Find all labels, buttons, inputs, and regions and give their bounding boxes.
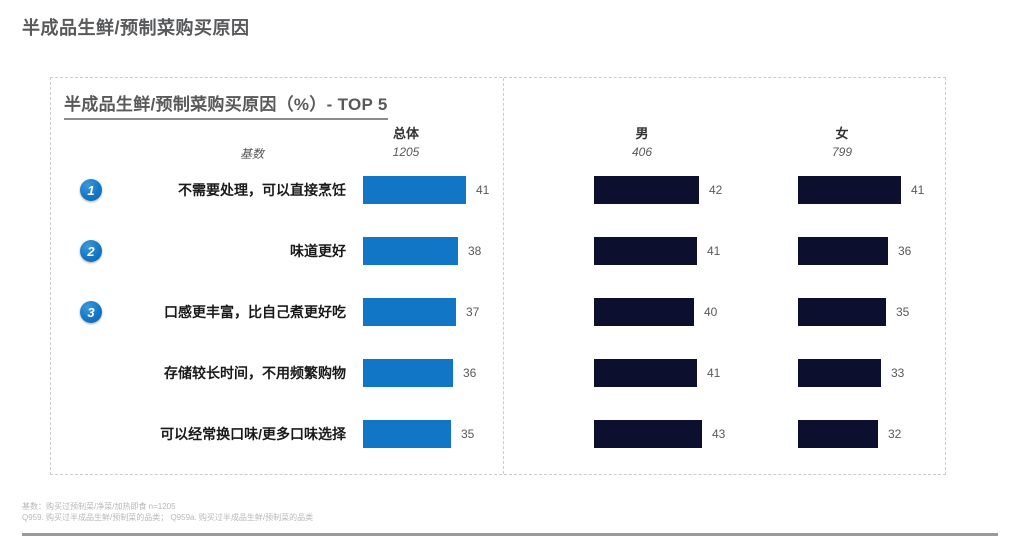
- bar-cell-male: 40: [594, 298, 717, 326]
- footnote: 基数：购买过预制菜/净菜/加热即食 n=1205 Q959. 购买过半成品生鲜/…: [22, 502, 313, 523]
- total-bar: [363, 420, 451, 448]
- bar-cell-male: 41: [594, 359, 720, 387]
- base-male: 406: [631, 145, 653, 159]
- table-row: 可以经常换口味/更多口味选择 35 43 32: [51, 420, 945, 448]
- chart-panel: 半成品生鲜/预制菜购买原因（%）- TOP 5 总体 男 女 基数 1205 4…: [50, 77, 946, 475]
- table-row: 1 不需要处理，可以直接烹饪 41 42 41: [51, 176, 945, 204]
- total-value: 35: [461, 427, 475, 441]
- category-label: 可以经常换口味/更多口味选择: [160, 426, 346, 442]
- female-value: 35: [896, 305, 910, 319]
- female-bar: [798, 298, 886, 326]
- total-bar: [363, 176, 466, 204]
- female-value: 33: [891, 366, 905, 380]
- total-value: 36: [463, 366, 477, 380]
- category-label: 口感更丰富，比自己煮更好吃: [164, 304, 346, 320]
- total-bar: [363, 237, 458, 265]
- column-header-female: 女: [835, 126, 849, 141]
- male-bar: [594, 298, 694, 326]
- bar-cell-female: 35: [798, 298, 909, 326]
- bar-cell-male: 42: [594, 176, 722, 204]
- footnote-base: 基数：购买过预制菜/净菜/加热即食 n=1205: [22, 502, 176, 511]
- rank-badge: 2: [80, 240, 102, 262]
- bar-cell-female: 41: [798, 176, 924, 204]
- base-total: 1205: [392, 145, 420, 159]
- bar-cell-male: 43: [594, 420, 725, 448]
- male-value: 41: [707, 366, 721, 380]
- bar-cell-female: 33: [798, 359, 904, 387]
- female-bar: [798, 420, 878, 448]
- female-value: 41: [911, 183, 925, 197]
- bar-cell-female: 32: [798, 420, 901, 448]
- male-bar: [594, 359, 697, 387]
- rank-badge: 1: [80, 179, 102, 201]
- bar-cell-male: 41: [594, 237, 720, 265]
- rank-number: 3: [87, 304, 95, 320]
- male-bar: [594, 420, 702, 448]
- female-bar: [798, 237, 888, 265]
- table-row: 3 口感更丰富，比自己煮更好吃 37 40 35: [51, 298, 945, 326]
- rank-badge: 3: [80, 301, 102, 323]
- section-divider: [503, 78, 504, 474]
- column-header-total: 总体: [392, 126, 419, 141]
- rank-number: 2: [87, 243, 95, 259]
- base-row-label: 基数: [239, 147, 264, 161]
- female-value: 36: [898, 244, 912, 258]
- total-value: 41: [476, 183, 490, 197]
- table-row: 存储较长时间，不用频繁购物 36 41 33: [51, 359, 945, 387]
- category-label: 味道更好: [290, 243, 346, 259]
- female-bar: [798, 176, 901, 204]
- bar-cell-total: 36: [363, 359, 476, 387]
- female-value: 32: [888, 427, 902, 441]
- male-bar: [594, 237, 697, 265]
- column-header-male: 男: [635, 126, 649, 141]
- total-bar: [363, 298, 456, 326]
- total-value: 37: [466, 305, 480, 319]
- total-bar: [363, 359, 453, 387]
- bar-cell-total: 35: [363, 420, 474, 448]
- total-value: 38: [468, 244, 482, 258]
- rank-number: 1: [87, 182, 95, 198]
- bar-cell-total: 41: [363, 176, 489, 204]
- male-value: 41: [707, 244, 721, 258]
- footnote-question: Q959. 购买过半成品生鲜/预制菜的品类； Q959a. 购买过半成品生鲜/预…: [22, 512, 314, 522]
- base-female: 799: [831, 145, 853, 159]
- chart-title: 半成品生鲜/预制菜购买原因（%）- TOP 5: [64, 90, 388, 120]
- table-row: 2 味道更好 38 41 36: [51, 237, 945, 265]
- bar-cell-total: 38: [363, 237, 481, 265]
- male-value: 40: [704, 305, 718, 319]
- page-title: 半成品生鲜/预制菜购买原因: [22, 18, 250, 38]
- bottom-rule: [22, 533, 998, 536]
- male-value: 43: [712, 427, 726, 441]
- bar-cell-female: 36: [798, 237, 911, 265]
- male-bar: [594, 176, 699, 204]
- bar-cell-total: 37: [363, 298, 479, 326]
- category-label: 不需要处理，可以直接烹饪: [178, 182, 346, 198]
- female-bar: [798, 359, 881, 387]
- male-value: 42: [709, 183, 723, 197]
- category-label: 存储较长时间，不用频繁购物: [164, 365, 346, 381]
